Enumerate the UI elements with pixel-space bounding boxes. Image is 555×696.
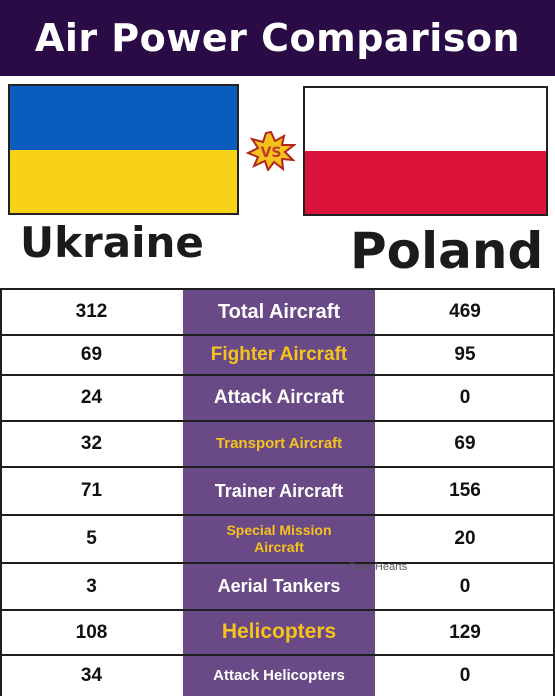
ukraine-value: 312 xyxy=(75,301,108,322)
poland-value: 129 xyxy=(449,621,481,643)
ukraine-value: 34 xyxy=(80,665,103,686)
metric-label: Transport Aircraft xyxy=(183,422,375,466)
watermark: Care Hearts xyxy=(348,561,408,573)
table-row: 71 Trainer Aircraft 156 xyxy=(0,466,555,514)
ukraine-value: 3 xyxy=(86,575,97,597)
ukraine-value: 32 xyxy=(80,433,103,454)
ukraine-value: 71 xyxy=(80,480,103,501)
table-row: 5 Special Mission Aircraft 20 xyxy=(0,514,555,562)
poland-value: 156 xyxy=(449,480,481,501)
metric-label: Attack Helicopters xyxy=(183,656,375,696)
table-row: 69 Fighter Aircraft 95 xyxy=(0,334,555,374)
country-right-name: Poland xyxy=(350,222,544,280)
poland-value: 0 xyxy=(459,665,471,686)
metric-label: Fighter Aircraft xyxy=(183,336,375,374)
ukraine-value: 5 xyxy=(86,528,97,549)
title-bar: Air Power Comparison xyxy=(0,0,555,76)
vs-text: VS xyxy=(261,145,282,161)
poland-value: 0 xyxy=(459,387,471,408)
vs-burst-icon: VS xyxy=(246,131,296,171)
metric-label: Trainer Aircraft xyxy=(183,468,375,514)
ukraine-flag-yellow-stripe xyxy=(10,149,237,213)
metric-label: Helicopters xyxy=(183,611,375,654)
table-row: 24 Attack Aircraft 0 xyxy=(0,374,555,420)
poland-value: 0 xyxy=(459,575,471,597)
table-row: 3 Aerial Tankers 0 xyxy=(0,562,555,609)
table-row: 312 Total Aircraft 469 xyxy=(0,288,555,334)
ukraine-value: 69 xyxy=(80,344,103,365)
table-row: 32 Transport Aircraft 69 xyxy=(0,420,555,466)
poland-value: 95 xyxy=(454,344,476,365)
table-row: 108 Helicopters 129 xyxy=(0,609,555,654)
country-left-name: Ukraine xyxy=(20,218,204,267)
table-row: 34 Attack Helicopters 0 xyxy=(0,654,555,696)
poland-flag xyxy=(303,86,548,216)
page-title: Air Power Comparison xyxy=(34,16,521,60)
poland-flag-white-stripe xyxy=(305,88,546,151)
ukraine-flag-blue-stripe xyxy=(10,86,237,150)
poland-value: 20 xyxy=(454,528,476,549)
metric-label: Special Mission Aircraft xyxy=(183,516,375,562)
metric-label: Aerial Tankers xyxy=(183,564,375,609)
ukraine-value: 108 xyxy=(75,621,108,643)
poland-flag-red-stripe xyxy=(305,151,546,214)
metric-label: Attack Aircraft xyxy=(183,376,375,420)
metric-label: Total Aircraft xyxy=(183,290,375,334)
poland-value: 69 xyxy=(454,433,476,454)
ukraine-value: 24 xyxy=(80,387,103,408)
ukraine-flag xyxy=(8,84,239,215)
poland-value: 469 xyxy=(449,301,481,322)
